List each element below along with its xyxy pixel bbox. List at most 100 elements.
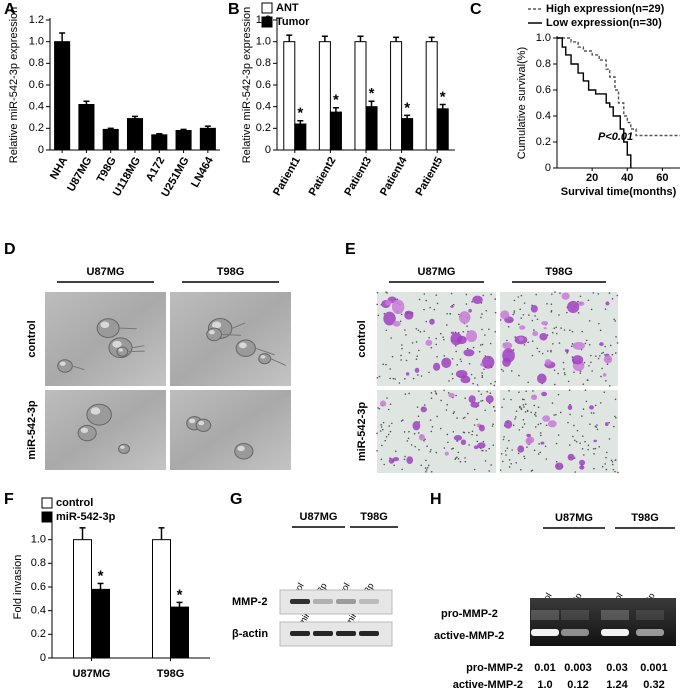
pore [569,329,571,332]
panel-letter: B [228,1,240,18]
pore [611,460,614,463]
pore [520,317,523,319]
pore [582,408,585,410]
pore [500,453,503,455]
stained-cell [504,419,513,429]
pore [584,389,587,391]
cell-process [270,358,287,366]
pore [517,452,520,455]
bar [175,130,192,151]
y-axis-label: Fold invasion [12,555,24,620]
stained-cell [579,459,586,466]
panel-letter: F [4,491,14,508]
pore [604,345,606,348]
cell [118,443,131,455]
pore [457,457,460,460]
cell-process [231,322,246,329]
pore [609,344,612,347]
group-label: U87MG [300,511,338,523]
pore [391,355,394,358]
pore [483,368,485,371]
pore [571,343,574,345]
x-tick-label: A172 [144,155,168,184]
stained-cell [602,373,607,377]
error-bar [180,128,187,131]
bar [170,606,189,659]
pore [404,455,406,458]
pore [616,294,619,297]
pore [463,416,466,419]
pore [592,447,595,450]
pore [401,347,403,350]
pore [434,390,437,392]
row-label: β-actin [232,628,268,640]
row-label: miR-542-3p [26,400,38,460]
pore [415,327,418,330]
y-tick-label: 0.6 [536,84,551,96]
pore [418,349,420,352]
pore [598,445,601,448]
pore [420,375,423,377]
pore [599,402,602,404]
pore [426,445,428,447]
stained-cell [444,451,449,456]
y-tick-label: 1.0 [31,534,46,546]
pore [476,384,479,386]
pore [380,458,383,461]
row-label: miR-542-3p [356,402,368,462]
pore [591,370,593,372]
pore [446,324,448,326]
pore [417,415,420,418]
pore [490,293,492,296]
cell [57,359,73,373]
band [290,631,310,636]
bar [294,123,307,151]
pore [488,470,491,472]
pore [555,413,557,416]
pore [494,380,496,383]
panel-letter: G [230,491,242,508]
pore [557,372,559,375]
stained-cell [517,445,525,453]
pore [599,329,602,332]
pore [614,398,617,401]
pore [579,372,582,374]
pore [389,368,392,370]
band [290,599,310,604]
bar [91,588,110,659]
x-tick-label: 40 [621,172,633,184]
cell [86,403,112,426]
pore [593,453,595,455]
stained-cell [473,445,479,450]
x-tick-label: 20 [586,172,598,184]
y-tick-label: 0.8 [31,557,46,569]
pore [531,319,534,322]
pore [456,456,458,458]
pore [550,311,553,313]
stained-cell [541,321,549,326]
pore [605,380,607,382]
pore [419,331,422,333]
stained-cell [450,305,454,308]
pore [499,319,502,321]
pore [518,323,520,326]
pore [536,318,539,321]
x-tick-label: T98G [157,668,185,680]
pore [558,314,560,316]
pore [617,471,619,474]
cell-highlight [239,342,247,349]
pore [579,442,581,444]
pore [456,417,458,419]
pore [413,432,416,435]
pore [454,344,457,347]
pore [597,357,600,360]
stained-cell [383,311,396,326]
pore [536,347,539,350]
pore [412,377,415,380]
pore [614,459,617,461]
bar [390,41,403,151]
panel-letter: C [470,1,482,18]
pore [420,464,423,467]
pore [603,391,606,394]
micrograph [499,389,619,474]
